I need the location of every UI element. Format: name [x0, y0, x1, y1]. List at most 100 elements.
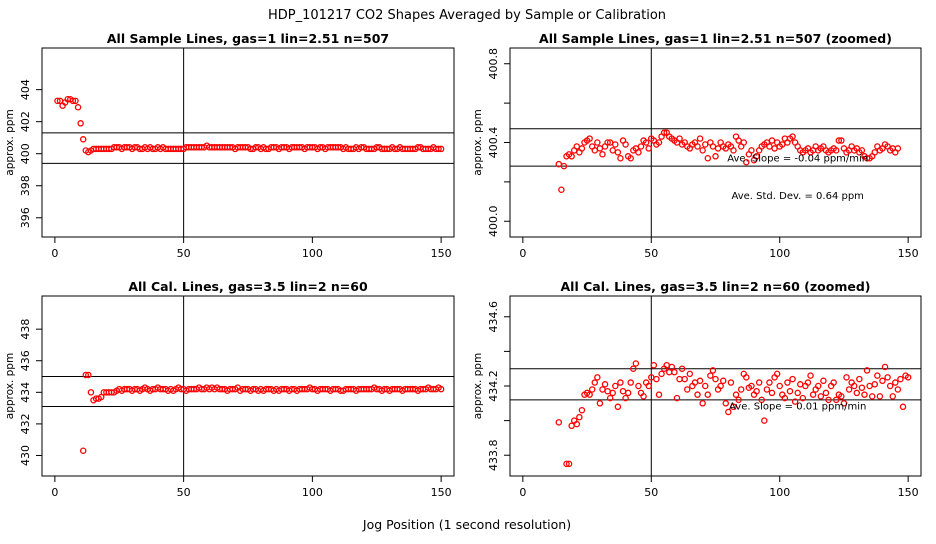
data-point [732, 391, 740, 398]
data-point [797, 381, 804, 388]
data-point [635, 382, 642, 390]
data-point [889, 393, 896, 400]
data-point [678, 365, 686, 372]
data-point [696, 135, 704, 142]
data-point [815, 382, 822, 390]
x-tick-label: 50 [177, 247, 191, 260]
panel-1: All Sample Lines, gas=1 lin=2.51 n=507 0 5… [4, 31, 455, 260]
data-point [871, 381, 879, 388]
data-point [897, 375, 904, 383]
data-point [586, 391, 593, 398]
data-point [609, 389, 617, 397]
data-point [853, 389, 861, 397]
figure-xlabel: Jog Position (1 second resolution) [362, 517, 571, 532]
x-tick-label: 0 [51, 486, 58, 499]
data-point [794, 389, 801, 397]
data-point [809, 391, 817, 398]
data-point [886, 382, 894, 390]
data-point [79, 447, 87, 454]
data-point [771, 145, 778, 152]
data-point [701, 382, 709, 390]
data-point [694, 391, 701, 398]
annotation: Ave. Slope = 0.01 ppm/min [729, 401, 866, 412]
data-point [709, 143, 717, 150]
data-point [845, 386, 853, 393]
data-point [576, 413, 583, 421]
data-point [594, 374, 601, 381]
plot-frame [41, 295, 455, 477]
data-point [694, 143, 701, 150]
data-point [676, 375, 683, 383]
y-tick-label: 400.0 [487, 206, 500, 238]
data-point [617, 379, 624, 386]
data-point [822, 389, 830, 397]
data-point [730, 147, 737, 154]
x-tick-label: 150 [898, 486, 919, 499]
data-point [573, 420, 581, 428]
data-point [879, 377, 886, 385]
data-point [614, 149, 622, 156]
data-point [87, 389, 95, 396]
data-point [894, 386, 902, 393]
data-point [807, 372, 814, 379]
data-point [578, 406, 586, 414]
panel-2: All Sample Lines, gas=1 lin=2.51 n=507 (… [472, 31, 922, 260]
data-point [704, 391, 712, 398]
data-point [766, 143, 773, 150]
data-point [820, 377, 827, 385]
data-point [565, 460, 573, 468]
y-tick-label: 438 [19, 319, 32, 340]
y-tick-label: 430 [19, 445, 32, 466]
data-point [789, 133, 796, 140]
data-point [650, 361, 658, 369]
data-point [619, 387, 627, 395]
data-point [740, 139, 748, 146]
x-tick-label: 100 [769, 247, 790, 260]
data-point [637, 143, 645, 150]
data-point [437, 145, 445, 153]
panel-title: All Sample Lines, gas=1 lin=2.51 n=507 (… [539, 31, 892, 46]
y-axis-label: approx. ppm [4, 109, 16, 175]
data-point [655, 391, 663, 398]
x-tick-label: 150 [431, 247, 452, 260]
data-point [655, 139, 663, 146]
data-point [596, 145, 604, 152]
data-point [768, 389, 776, 397]
data-point [668, 363, 676, 371]
data-point [817, 393, 825, 400]
data-point [568, 422, 575, 430]
data-point [69, 97, 77, 105]
data-point [714, 145, 722, 152]
data-point [97, 393, 105, 401]
data-point [627, 154, 634, 162]
data-point [606, 394, 614, 402]
data-points [79, 371, 445, 454]
data-point [884, 374, 891, 381]
y-axis-label: approx. ppm [472, 353, 484, 419]
data-point [786, 387, 794, 395]
data-point [630, 365, 637, 372]
panel-3: All Cal. Lines, gas=3.5 lin=2 n=60 0 50 100… [4, 279, 455, 499]
data-point [555, 419, 563, 426]
data-point [632, 360, 640, 367]
y-tick-label: 434.6 [487, 301, 500, 333]
data-point [601, 381, 609, 388]
x-tick-label: 150 [898, 247, 919, 260]
x-tick-label: 0 [51, 247, 58, 260]
data-point [645, 382, 652, 390]
data-point [568, 153, 575, 160]
data-point [699, 147, 706, 154]
data-point [874, 372, 881, 379]
data-point [725, 408, 732, 416]
data-point [671, 368, 678, 376]
data-point [866, 382, 873, 390]
data-point [825, 396, 832, 404]
data-point [599, 386, 606, 393]
y-axis-label: approx. ppm [4, 353, 16, 419]
data-point [876, 393, 884, 400]
data-point [72, 97, 79, 105]
data-point [894, 145, 902, 152]
data-point [843, 374, 850, 381]
data-point [596, 400, 604, 407]
